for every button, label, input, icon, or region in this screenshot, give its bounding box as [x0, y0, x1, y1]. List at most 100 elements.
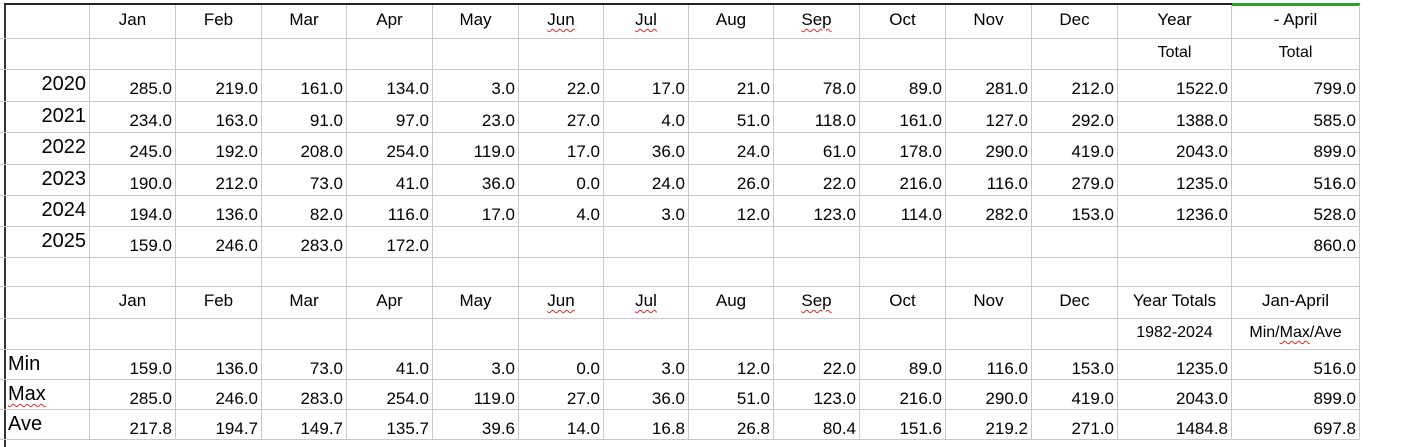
- month-value-jun[interactable]: 4.0: [519, 195, 604, 226]
- month-value-oct[interactable]: 89.0: [860, 69, 946, 101]
- month-value-dec[interactable]: 419.0: [1032, 379, 1118, 409]
- month-value-jan[interactable]: 194.0: [90, 195, 176, 226]
- empty-cell[interactable]: [90, 257, 176, 286]
- month-value-feb[interactable]: 246.0: [176, 379, 262, 409]
- month-value-nov[interactable]: 116.0: [946, 349, 1032, 379]
- month-value-jan[interactable]: 285.0: [90, 379, 176, 409]
- year-total-value[interactable]: 1235.0: [1118, 164, 1232, 195]
- month-header-nov[interactable]: Nov: [946, 5, 1032, 38]
- month-header-jul[interactable]: Jul: [604, 5, 689, 38]
- month-header-jan[interactable]: Jan: [90, 5, 176, 38]
- empty-cell[interactable]: [4, 257, 90, 286]
- month-value-aug[interactable]: 21.0: [689, 69, 774, 101]
- empty-cell[interactable]: [774, 38, 860, 69]
- year-total-value[interactable]: 1522.0: [1118, 69, 1232, 101]
- month-value-mar[interactable]: 161.0: [262, 69, 347, 101]
- empty-cell[interactable]: [433, 318, 519, 349]
- year-label[interactable]: 2023: [4, 164, 90, 195]
- empty-cell[interactable]: [946, 257, 1032, 286]
- jan-april-total-header[interactable]: - April: [1232, 5, 1360, 38]
- month-header-jan[interactable]: Jan: [90, 286, 176, 318]
- jan-april-total-header[interactable]: Jan-April: [1232, 286, 1360, 318]
- month-value-oct[interactable]: 161.0: [860, 101, 946, 132]
- month-value-oct[interactable]: 114.0: [860, 195, 946, 226]
- jan-april-total-value[interactable]: 516.0: [1232, 349, 1360, 379]
- month-value-jun[interactable]: 0.0: [519, 349, 604, 379]
- jan-april-total-subheader[interactable]: Total: [1232, 38, 1360, 69]
- empty-cell[interactable]: [1032, 318, 1118, 349]
- month-value-jan[interactable]: 245.0: [90, 132, 176, 164]
- month-value-sep[interactable]: 80.4: [774, 409, 860, 439]
- empty-cell[interactable]: [4, 318, 90, 349]
- month-value-nov[interactable]: 282.0: [946, 195, 1032, 226]
- month-value-jul[interactable]: 3.0: [604, 195, 689, 226]
- year-total-value[interactable]: 2043.0: [1118, 379, 1232, 409]
- month-value-may[interactable]: 3.0: [433, 69, 519, 101]
- jan-april-total-value[interactable]: 799.0: [1232, 69, 1360, 101]
- empty-cell[interactable]: [946, 38, 1032, 69]
- month-value-sep[interactable]: 123.0: [774, 379, 860, 409]
- year-label[interactable]: 2025: [4, 226, 90, 257]
- month-value-feb[interactable]: 219.0: [176, 69, 262, 101]
- month-value-jul[interactable]: 17.0: [604, 69, 689, 101]
- empty-cell[interactable]: [946, 318, 1032, 349]
- year-total-header[interactable]: Year Totals: [1118, 286, 1232, 318]
- month-value-mar[interactable]: 82.0: [262, 195, 347, 226]
- month-value-jun[interactable]: 27.0: [519, 379, 604, 409]
- empty-cell[interactable]: [347, 257, 433, 286]
- month-value-may[interactable]: 17.0: [433, 195, 519, 226]
- month-header-dec[interactable]: Dec: [1032, 5, 1118, 38]
- month-header-jul[interactable]: Jul: [604, 286, 689, 318]
- month-value-oct[interactable]: 216.0: [860, 164, 946, 195]
- month-value-nov[interactable]: 219.2: [946, 409, 1032, 439]
- year-total-value[interactable]: 1388.0: [1118, 101, 1232, 132]
- month-value-jan[interactable]: 285.0: [90, 69, 176, 101]
- month-value-jan[interactable]: 234.0: [90, 101, 176, 132]
- month-header-aug[interactable]: Aug: [689, 286, 774, 318]
- month-value-mar[interactable]: 91.0: [262, 101, 347, 132]
- month-value-jan[interactable]: 217.8: [90, 409, 176, 439]
- month-value-dec[interactable]: 279.0: [1032, 164, 1118, 195]
- month-value-dec[interactable]: 419.0: [1032, 132, 1118, 164]
- month-value-nov[interactable]: 116.0: [946, 164, 1032, 195]
- jan-april-total-value[interactable]: 585.0: [1232, 101, 1360, 132]
- month-value-aug[interactable]: 12.0: [689, 349, 774, 379]
- month-header-jun[interactable]: Jun: [519, 286, 604, 318]
- month-value-apr[interactable]: 172.0: [347, 226, 433, 257]
- month-value-aug[interactable]: 12.0: [689, 195, 774, 226]
- empty-cell[interactable]: [519, 257, 604, 286]
- empty-cell[interactable]: [604, 318, 689, 349]
- month-value-nov[interactable]: 290.0: [946, 379, 1032, 409]
- month-value-sep[interactable]: 61.0: [774, 132, 860, 164]
- month-value-nov[interactable]: 290.0: [946, 132, 1032, 164]
- month-value-jul[interactable]: 36.0: [604, 132, 689, 164]
- month-value-sep[interactable]: 78.0: [774, 69, 860, 101]
- stat-label-ave[interactable]: Ave: [4, 409, 90, 439]
- month-value-apr[interactable]: 134.0: [347, 69, 433, 101]
- month-value-apr[interactable]: 41.0: [347, 164, 433, 195]
- empty-cell[interactable]: [176, 38, 262, 69]
- month-value-jun[interactable]: 27.0: [519, 101, 604, 132]
- month-header-sep[interactable]: Sep: [774, 286, 860, 318]
- month-value-apr[interactable]: 254.0: [347, 132, 433, 164]
- month-value-sep[interactable]: 118.0: [774, 101, 860, 132]
- month-value-mar[interactable]: 73.0: [262, 164, 347, 195]
- empty-cell[interactable]: [4, 38, 90, 69]
- empty-cell[interactable]: [347, 318, 433, 349]
- month-value-jun[interactable]: 0.0: [519, 164, 604, 195]
- month-value-dec[interactable]: 292.0: [1032, 101, 1118, 132]
- year-label[interactable]: 2021: [4, 101, 90, 132]
- year-total-value[interactable]: [1118, 226, 1232, 257]
- month-value-mar[interactable]: 149.7: [262, 409, 347, 439]
- corner-cell[interactable]: [4, 5, 90, 38]
- month-value-feb[interactable]: 194.7: [176, 409, 262, 439]
- corner-cell[interactable]: [4, 286, 90, 318]
- month-value-jul[interactable]: 4.0: [604, 101, 689, 132]
- month-header-aug[interactable]: Aug: [689, 5, 774, 38]
- empty-cell[interactable]: [519, 318, 604, 349]
- month-value-apr[interactable]: 135.7: [347, 409, 433, 439]
- month-header-apr[interactable]: Apr: [347, 5, 433, 38]
- month-value-aug[interactable]: 24.0: [689, 132, 774, 164]
- month-value-dec[interactable]: 153.0: [1032, 349, 1118, 379]
- year-total-subheader[interactable]: 1982-2024: [1118, 318, 1232, 349]
